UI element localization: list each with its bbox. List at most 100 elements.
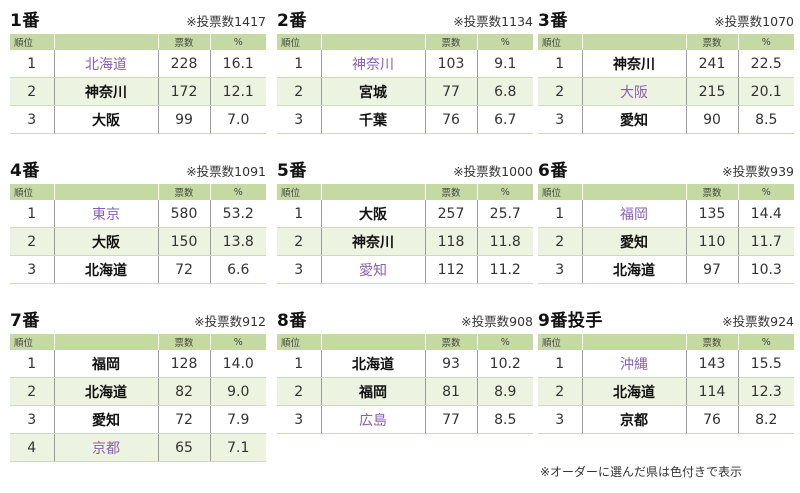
rank-cell: 3 [277,255,321,284]
percent-cell: 15.5 [737,350,794,378]
rank-column-header: 順位 [538,184,582,200]
prefecture-cell: 神奈川 [320,227,425,256]
rank-cell: 1 [538,50,582,78]
percent-cell: 11.2 [476,255,533,284]
percent-cell: 6.7 [476,105,533,134]
batting-order-title: 4番 [10,161,40,181]
prefecture-cell: 神奈川 [53,77,158,106]
percent-column-header: % [737,334,794,350]
table-row: 2 神奈川 118 11.8 [277,227,533,256]
table-header-row: 順位 票数% [277,334,533,350]
order-block: 3番 ※投票数1070 順位 票数% 1 神奈川 241 22.5 2 大阪 215 20.1 3 愛知 9… [538,8,794,134]
order-block: 6番 ※投票数939 順位 票数% 1 福岡 135 14.4 2 愛知 110 11.7 3 北海道 97… [538,158,794,284]
table-row: 2 北海道 114 12.3 [538,377,794,406]
order-block: 5番 ※投票数1000 順位 票数% 1 大阪 257 25.7 2 神奈川 118 11.8 3 愛知 1… [277,158,533,284]
percent-cell: 20.1 [737,77,794,106]
vote-total: ※投票数908 [461,314,533,329]
rank-column-header: 順位 [10,334,54,350]
vote-count-cell: 77 [424,405,477,434]
rank-cell: 3 [538,405,582,434]
vote-count-cell: 99 [157,105,210,134]
percent-column-header: % [209,184,266,200]
block-header: 1番 ※投票数1417 [10,8,266,34]
percent-cell: 6.6 [209,255,266,284]
vote-count-cell: 112 [424,255,477,284]
rank-cell: 3 [277,105,321,134]
block-header: 4番 ※投票数1091 [10,158,266,184]
vote-count-cell: 228 [157,50,210,78]
vote-count-cell: 241 [685,50,738,78]
rank-column-header: 順位 [277,334,321,350]
percent-cell: 9.0 [209,377,266,406]
percent-column-header: % [209,334,266,350]
order-block: 8番 ※投票数908 順位 票数% 1 北海道 93 10.2 2 福岡 81 8.9 3 広島 77 8.5 [277,308,533,434]
percent-cell: 11.7 [737,227,794,256]
vote-total: ※投票数1091 [186,164,266,179]
table-row: 2 大阪 215 20.1 [538,77,794,106]
percent-cell: 25.7 [476,200,533,228]
table-row: 2 大阪 150 13.8 [10,227,266,256]
vote-count-cell: 135 [685,200,738,228]
table-row: 3 広島 77 8.5 [277,405,533,434]
table-header-row: 順位 票数% [538,184,794,200]
vote-count-cell: 90 [685,105,738,134]
rank-cell: 2 [277,377,321,406]
vote-count-cell: 114 [685,377,738,406]
table-row: 3 京都 76 8.2 [538,405,794,434]
ranking-table: 順位 票数% 1 神奈川 241 22.5 2 大阪 215 20.1 3 愛知 90 8.5 [538,34,794,134]
count-column-header: 票数 [424,334,477,350]
order-block: 2番 ※投票数1134 順位 票数% 1 神奈川 103 9.1 2 宮城 77 6.8 3 千葉 76 6.… [277,8,533,134]
table-row: 1 沖縄 143 15.5 [538,350,794,378]
percent-cell: 53.2 [209,200,266,228]
percent-column-header: % [476,184,533,200]
prefecture-cell: 福岡 [581,200,686,228]
table-row: 3 愛知 72 7.9 [10,405,266,434]
prefecture-column-header [53,184,158,200]
rank-column-header: 順位 [10,34,54,50]
table-row: 3 北海道 72 6.6 [10,255,266,284]
ranking-table: 順位 票数% 1 北海道 228 16.1 2 神奈川 172 12.1 3 大阪 99 7.0 [10,34,266,134]
prefecture-column-header [581,34,686,50]
vote-count-cell: 81 [424,377,477,406]
rank-cell: 2 [277,227,321,256]
rank-cell: 1 [277,350,321,378]
percent-cell: 6.8 [476,77,533,106]
prefecture-cell: 京都 [581,405,686,434]
count-column-header: 票数 [685,334,738,350]
table-header-row: 順位 票数% [538,334,794,350]
rank-cell: 4 [10,433,54,462]
count-column-header: 票数 [157,34,210,50]
batting-order-title: 1番 [10,11,40,31]
prefecture-column-header [320,184,425,200]
vote-count-cell: 97 [685,255,738,284]
table-header-row: 順位 票数% [277,184,533,200]
vote-count-cell: 215 [685,77,738,106]
prefecture-cell: 東京 [53,200,158,228]
ranking-table: 順位 票数% 1 北海道 93 10.2 2 福岡 81 8.9 3 広島 77 8.5 [277,334,533,434]
table-row: 1 北海道 228 16.1 [10,50,266,78]
block-header: 5番 ※投票数1000 [277,158,533,184]
table-row: 2 北海道 82 9.0 [10,377,266,406]
percent-cell: 9.1 [476,50,533,78]
vote-count-cell: 150 [157,227,210,256]
percent-cell: 7.1 [209,433,266,462]
prefecture-column-header [320,34,425,50]
rank-cell: 2 [10,377,54,406]
prefecture-cell: 北海道 [53,50,158,78]
rank-cell: 3 [538,105,582,134]
prefecture-cell: 北海道 [320,350,425,378]
footnote: ※オーダーに選んだ県は色付きで表示 [540,465,743,479]
table-row: 3 千葉 76 6.7 [277,105,533,134]
batting-order-title: 7番 [10,311,40,331]
prefecture-cell: 神奈川 [320,50,425,78]
percent-cell: 11.8 [476,227,533,256]
rank-cell: 1 [10,350,54,378]
percent-column-header: % [476,34,533,50]
table-row: 2 福岡 81 8.9 [277,377,533,406]
vote-total: ※投票数924 [722,314,794,329]
vote-count-cell: 72 [157,255,210,284]
prefecture-cell: 神奈川 [581,50,686,78]
vote-count-cell: 76 [685,405,738,434]
prefecture-cell: 福岡 [320,377,425,406]
prefecture-cell: 愛知 [581,105,686,134]
